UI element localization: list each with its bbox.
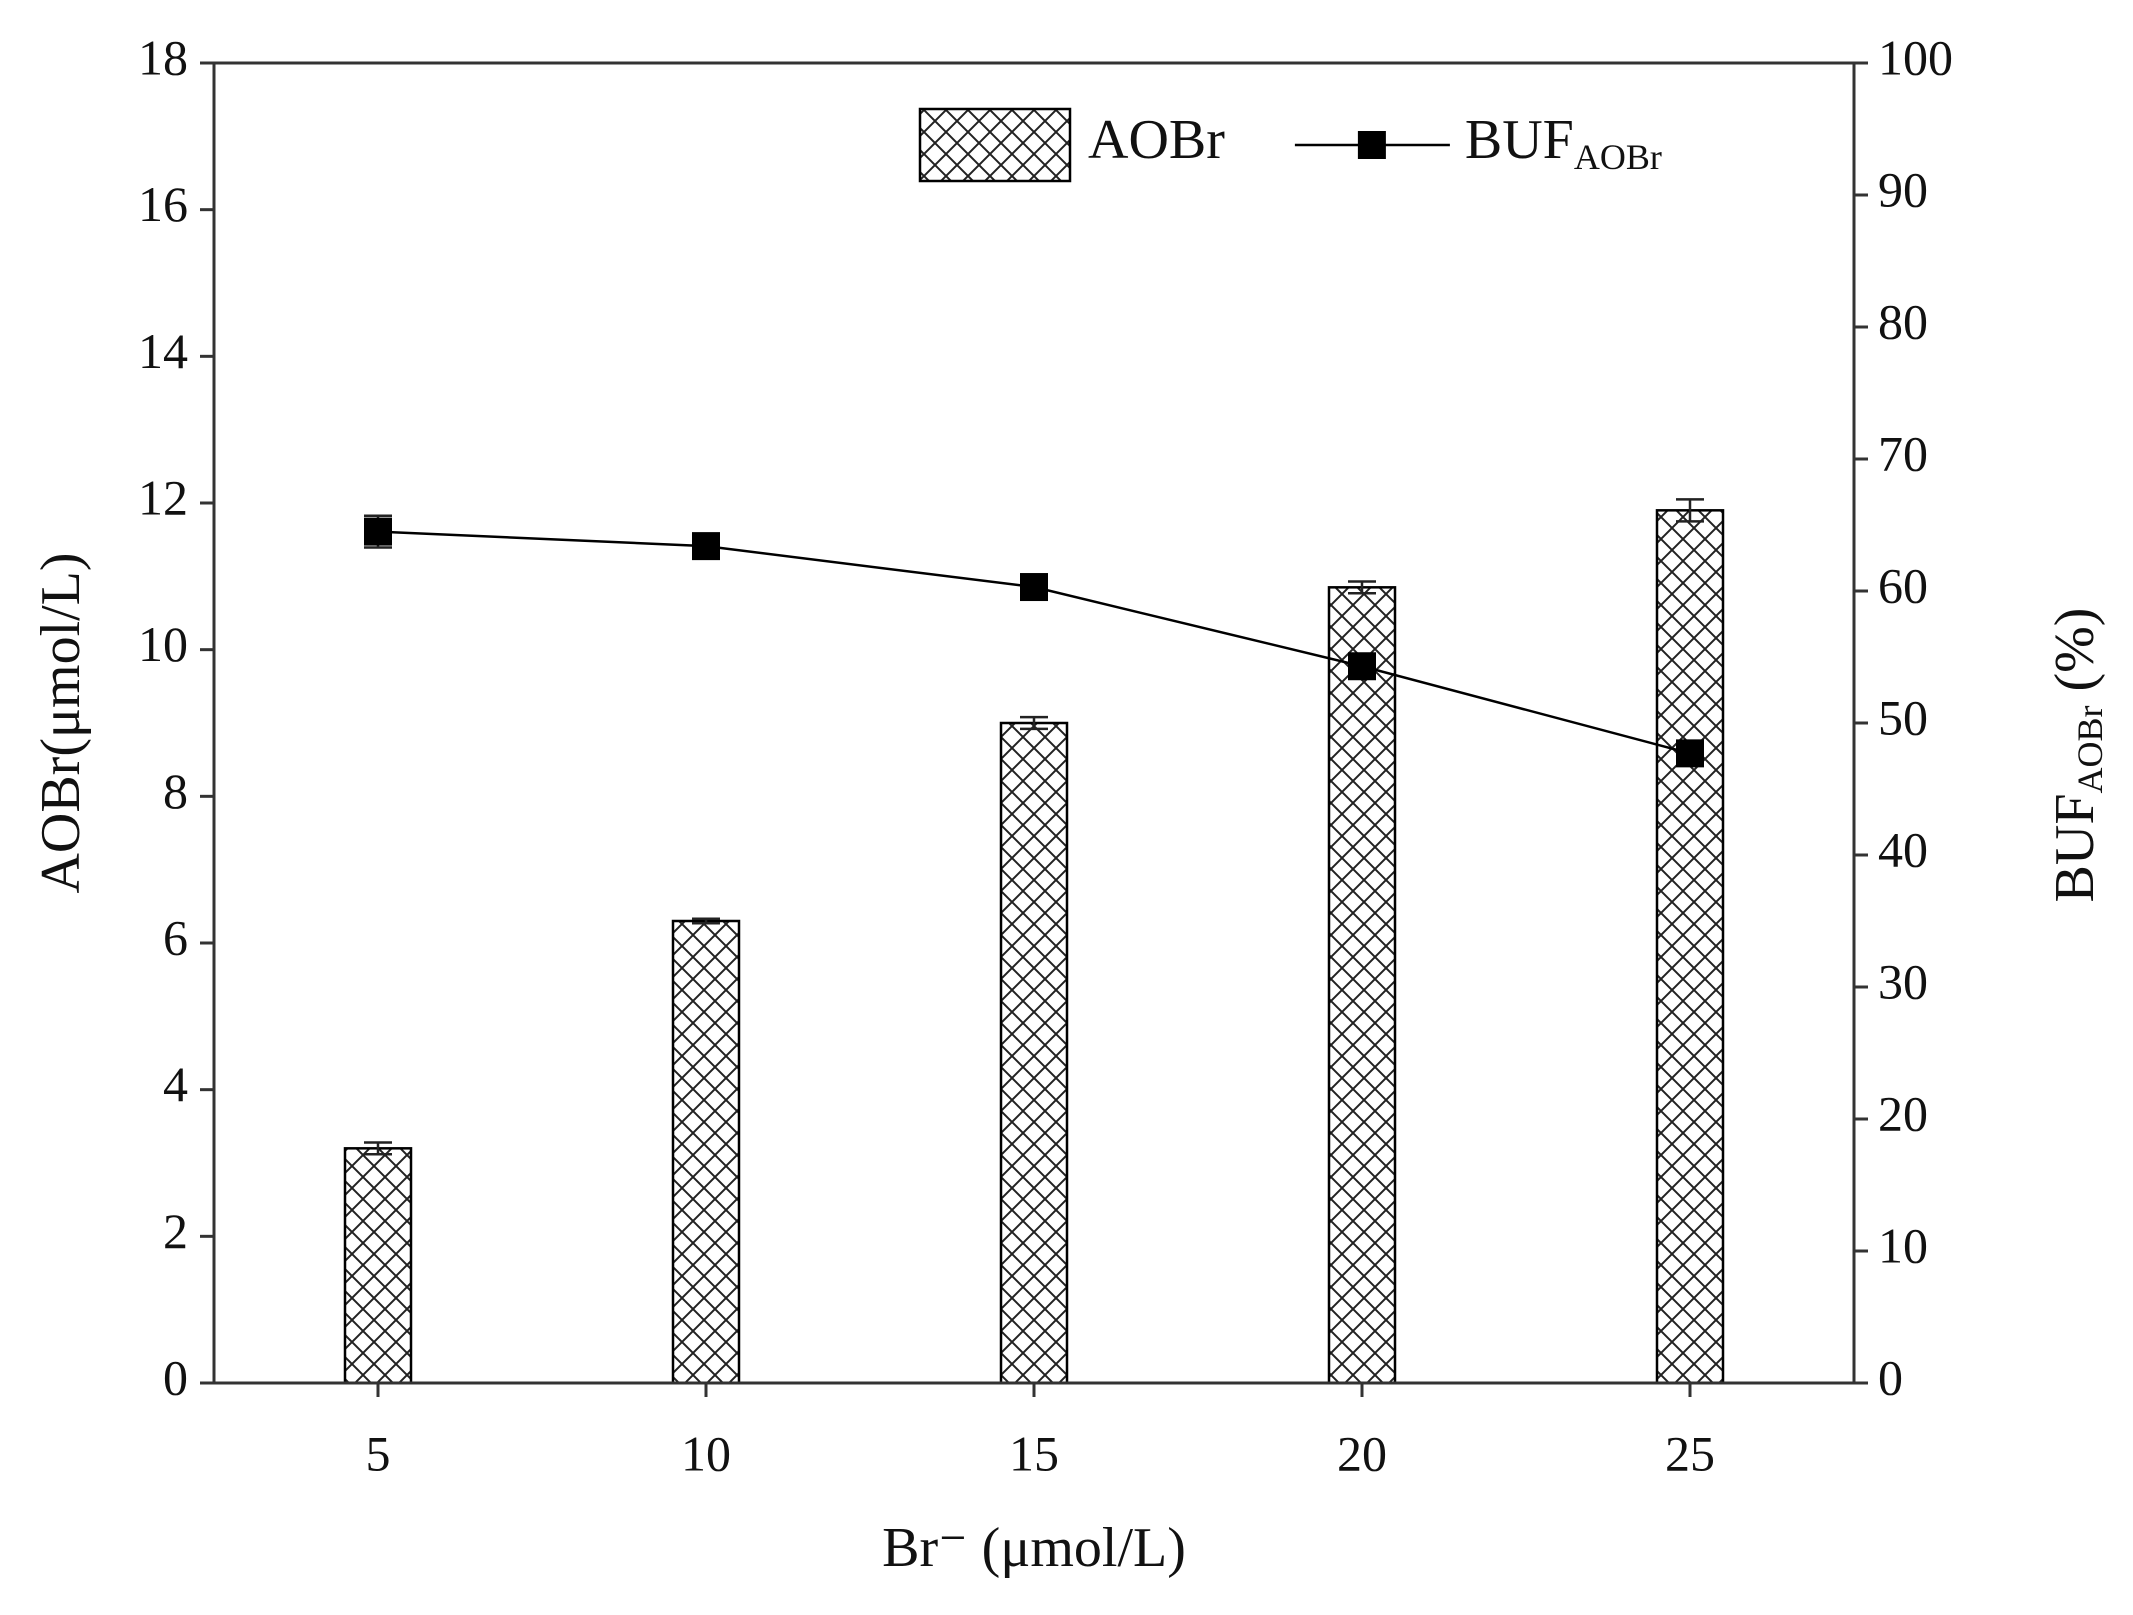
legend-name: BUF: [1465, 109, 1574, 171]
y2-tick-label: 0: [1878, 1349, 1903, 1405]
y-tick-label: 12: [138, 469, 188, 525]
y-tick-label: 14: [138, 323, 188, 379]
legend: AOBr BUFAOBr: [918, 107, 1662, 183]
marker: [364, 517, 392, 546]
x-axis-label: Br⁻ (μmol/L): [882, 1517, 1186, 1579]
legend-subscript: AOBr: [1574, 137, 1662, 177]
x-tick-label: 5: [366, 1425, 391, 1481]
y2-label-main: BUF: [2044, 794, 2106, 903]
y2-label-sub: AOBr: [2070, 706, 2110, 794]
y-tick-label: 2: [163, 1203, 188, 1259]
y-tick-label: 16: [138, 176, 188, 232]
bar: [1655, 509, 1725, 1385]
x-tick-label: 10: [681, 1425, 731, 1481]
y2-tick-label: 50: [1878, 689, 1928, 745]
x-tick-label: 15: [1009, 1425, 1059, 1481]
y-tick-label: 18: [138, 29, 188, 85]
y-tick-label: 0: [163, 1349, 188, 1405]
marker: [1020, 573, 1048, 602]
error-bar: [692, 917, 720, 925]
legend-swatch: [918, 107, 1072, 183]
y2-tick-label: 10: [1878, 1217, 1928, 1273]
y2-tick-label: 80: [1878, 293, 1928, 349]
error-bar: [1676, 498, 1704, 523]
y-tick-label: 4: [163, 1056, 188, 1112]
x-tick-label: 20: [1337, 1425, 1387, 1481]
y2-tick-label: 30: [1878, 953, 1928, 1009]
y2-axis-label: BUFAOBr (%): [2044, 608, 2110, 903]
error-bar: [364, 1141, 392, 1156]
legend-label: BUFAOBr: [1465, 109, 1662, 177]
y2-label-suffix: (%): [2044, 608, 2106, 706]
marker: [1676, 739, 1704, 768]
y-tick-label: 8: [163, 763, 188, 819]
bar: [999, 721, 1069, 1385]
y-tick-label: 6: [163, 909, 188, 965]
y2-tick-label: 20: [1878, 1085, 1928, 1141]
y2-tick-label: 90: [1878, 161, 1928, 217]
bar: [343, 1147, 413, 1385]
legend-label: AOBr: [1088, 109, 1225, 171]
y2-tick-label: 40: [1878, 821, 1928, 877]
bar: [1327, 586, 1397, 1385]
y2-tick-label: 100: [1878, 29, 1953, 85]
y-axis-label: AOBr(μmol/L): [30, 552, 92, 893]
x-tick-label: 25: [1665, 1425, 1715, 1481]
marker: [1348, 652, 1376, 681]
legend-marker: [1357, 131, 1386, 159]
legend-name: AOBr: [1088, 109, 1225, 171]
error-bar: [1020, 715, 1048, 731]
y2-tick-label: 60: [1878, 557, 1928, 613]
y2-tick-label: 70: [1878, 425, 1928, 481]
bar: [671, 919, 741, 1385]
plot-frame: [212, 61, 1856, 1385]
marker: [692, 532, 720, 561]
error-bar: [1348, 580, 1376, 595]
y-tick-label: 10: [138, 616, 188, 672]
